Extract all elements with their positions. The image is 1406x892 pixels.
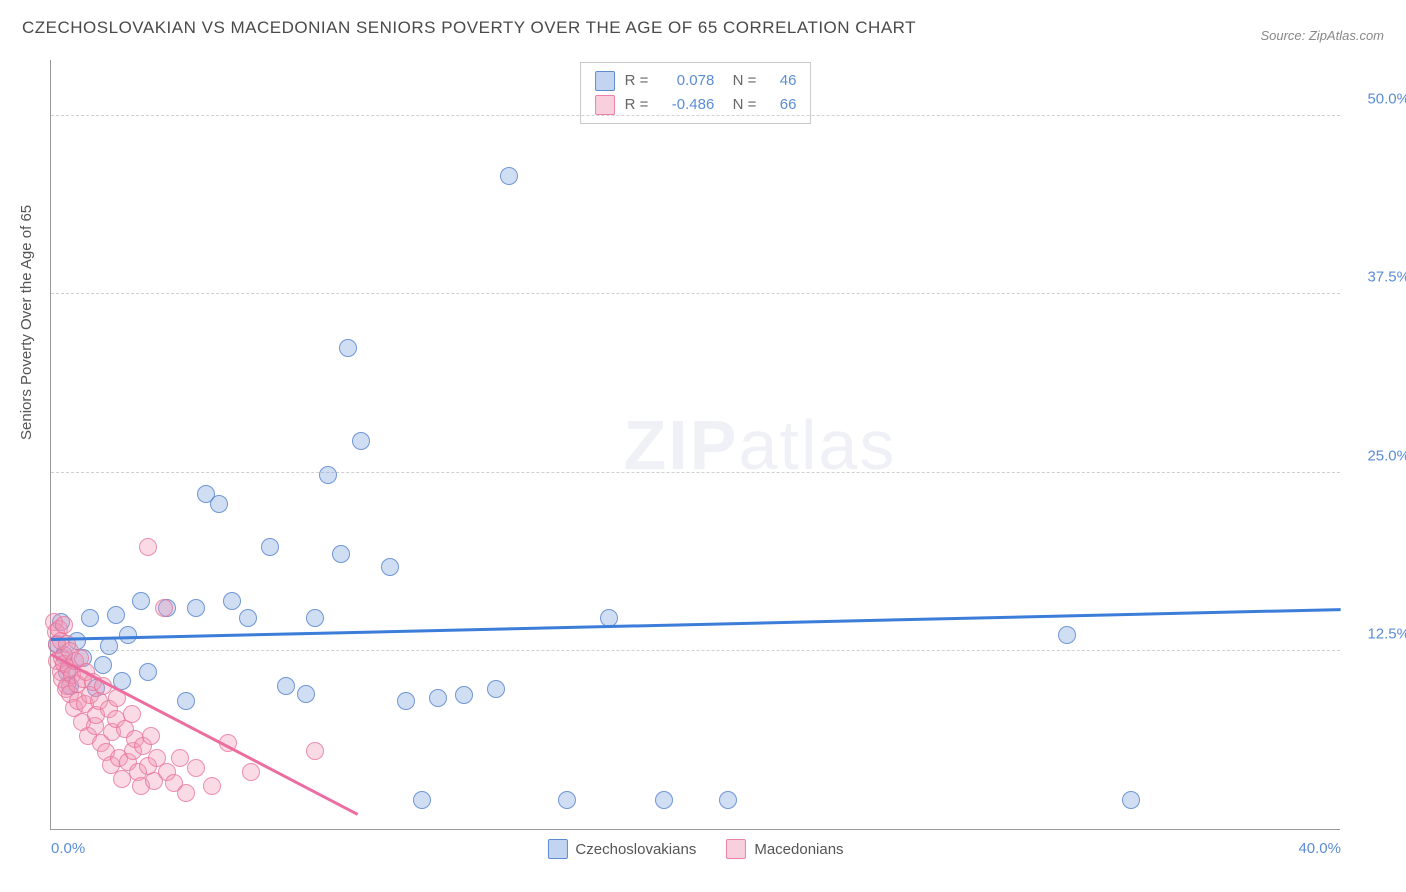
scatter-point bbox=[455, 686, 473, 704]
scatter-point bbox=[381, 558, 399, 576]
source-attribution: Source: ZipAtlas.com bbox=[1260, 28, 1384, 43]
grid-line bbox=[51, 293, 1340, 294]
y-tick-label: 12.5% bbox=[1350, 625, 1406, 642]
legend-swatch bbox=[547, 839, 567, 859]
scatter-point bbox=[500, 167, 518, 185]
y-tick-label: 25.0% bbox=[1350, 447, 1406, 464]
r-value: 0.078 bbox=[658, 69, 714, 93]
stats-row: R = 0.078 N = 46 bbox=[595, 69, 797, 93]
scatter-point bbox=[319, 466, 337, 484]
r-label: R = bbox=[625, 93, 649, 117]
scatter-point bbox=[187, 599, 205, 617]
scatter-point bbox=[332, 545, 350, 563]
scatter-point bbox=[429, 689, 447, 707]
stats-row: R = -0.486 N = 66 bbox=[595, 93, 797, 117]
scatter-point bbox=[55, 616, 73, 634]
scatter-point bbox=[487, 680, 505, 698]
x-tick-label: 40.0% bbox=[1298, 840, 1341, 857]
scatter-point bbox=[155, 599, 173, 617]
scatter-point bbox=[339, 339, 357, 357]
bottom-legend: Czechoslovakians Macedonians bbox=[547, 839, 843, 859]
y-tick-label: 50.0% bbox=[1350, 91, 1406, 108]
r-value: -0.486 bbox=[658, 93, 714, 117]
scatter-point bbox=[94, 656, 112, 674]
scatter-point bbox=[177, 692, 195, 710]
scatter-point bbox=[210, 495, 228, 513]
scatter-point bbox=[297, 685, 315, 703]
x-tick-label: 0.0% bbox=[51, 840, 85, 857]
scatter-point bbox=[187, 759, 205, 777]
legend-swatch bbox=[726, 839, 746, 859]
scatter-point bbox=[139, 538, 157, 556]
n-label: N = bbox=[724, 93, 756, 117]
scatter-point bbox=[100, 637, 118, 655]
r-label: R = bbox=[625, 69, 649, 93]
scatter-point bbox=[142, 727, 160, 745]
scatter-point bbox=[123, 705, 141, 723]
scatter-point bbox=[81, 609, 99, 627]
n-label: N = bbox=[724, 69, 756, 93]
scatter-point bbox=[277, 677, 295, 695]
scatter-point bbox=[223, 592, 241, 610]
scatter-point bbox=[171, 749, 189, 767]
chart-title: CZECHOSLOVAKIAN VS MACEDONIAN SENIORS PO… bbox=[22, 18, 916, 38]
scatter-point bbox=[1058, 626, 1076, 644]
scatter-point bbox=[177, 784, 195, 802]
legend-swatch bbox=[595, 71, 615, 91]
grid-line bbox=[51, 115, 1340, 116]
plot-area: ZIPatlas R =0.078 N =46R =-0.486 N =66 1… bbox=[50, 60, 1340, 830]
scatter-point bbox=[397, 692, 415, 710]
scatter-point bbox=[107, 606, 125, 624]
scatter-point bbox=[352, 432, 370, 450]
scatter-point bbox=[261, 538, 279, 556]
scatter-point bbox=[558, 791, 576, 809]
scatter-point bbox=[139, 663, 157, 681]
legend-item: Czechoslovakians bbox=[547, 839, 696, 859]
scatter-point bbox=[719, 791, 737, 809]
scatter-point bbox=[132, 592, 150, 610]
y-tick-label: 37.5% bbox=[1350, 269, 1406, 286]
scatter-point bbox=[242, 763, 260, 781]
scatter-point bbox=[1122, 791, 1140, 809]
legend-label: Czechoslovakians bbox=[575, 841, 696, 858]
n-value: 66 bbox=[766, 93, 796, 117]
n-value: 46 bbox=[766, 69, 796, 93]
grid-line bbox=[51, 472, 1340, 473]
legend-label: Macedonians bbox=[754, 841, 843, 858]
scatter-point bbox=[655, 791, 673, 809]
scatter-point bbox=[203, 777, 221, 795]
legend-swatch bbox=[595, 95, 615, 115]
scatter-point bbox=[306, 609, 324, 627]
scatter-point bbox=[306, 742, 324, 760]
y-axis-label: Seniors Poverty Over the Age of 65 bbox=[18, 205, 35, 440]
legend-item: Macedonians bbox=[726, 839, 843, 859]
scatter-point bbox=[239, 609, 257, 627]
scatter-point bbox=[413, 791, 431, 809]
grid-line bbox=[51, 650, 1340, 651]
